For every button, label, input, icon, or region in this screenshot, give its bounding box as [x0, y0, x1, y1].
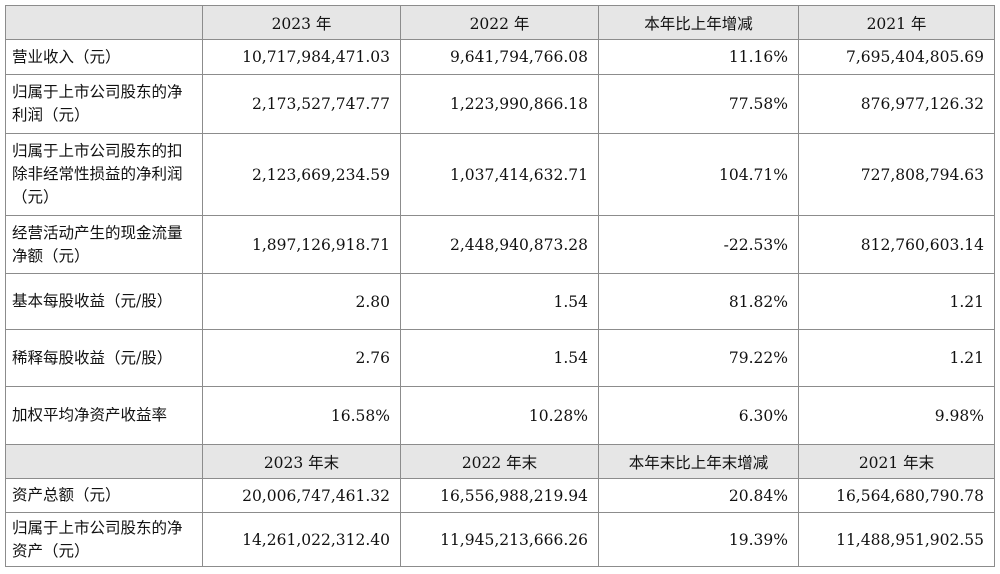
row-label: 稀释每股收益（元/股） — [5, 329, 203, 387]
value-cell: 2,123,669,234.59 — [202, 133, 401, 216]
row-label: 归属于上市公司股东的扣除非经常性损益的净利润（元） — [5, 133, 203, 216]
table-row: 稀释每股收益（元/股） 2.76 1.54 79.22% 1.21 — [5, 329, 995, 387]
value-cell: 20.84% — [598, 478, 799, 513]
value-cell: 1.21 — [798, 329, 995, 387]
row-label: 归属于上市公司股东的净资产（元） — [5, 512, 203, 567]
value-cell: 1.54 — [400, 329, 599, 387]
value-cell: 20,006,747,461.32 — [202, 478, 401, 513]
value-cell: 1,223,990,866.18 — [400, 74, 599, 134]
value-cell: 727,808,794.63 — [798, 133, 995, 216]
value-cell: 10,717,984,471.03 — [202, 39, 401, 75]
row-label: 资产总额（元） — [5, 478, 203, 513]
row-label: 加权平均净资产收益率 — [5, 386, 203, 445]
table-row: 资产总额（元） 20,006,747,461.32 16,556,988,219… — [5, 478, 995, 513]
table-row: 经营活动产生的现金流量净额（元） 1,897,126,918.71 2,448,… — [5, 215, 995, 274]
value-cell: 14,261,022,312.40 — [202, 512, 401, 567]
value-cell: 876,977,126.32 — [798, 74, 995, 134]
table-row: 归属于上市公司股东的扣除非经常性损益的净利润（元） 2,123,669,234.… — [5, 133, 995, 216]
header-year-2022: 2022 年 — [400, 5, 599, 40]
financial-table: 2023 年 2022 年 本年比上年增减 2021 年 营业收入（元） 10,… — [5, 5, 995, 567]
financial-summary: 2023 年 2022 年 本年比上年增减 2021 年 营业收入（元） 10,… — [5, 5, 995, 567]
value-cell: 11.16% — [598, 39, 799, 75]
value-cell: 1.21 — [798, 273, 995, 330]
header-yearend-change: 本年末比上年末增减 — [598, 444, 799, 479]
value-cell: 812,760,603.14 — [798, 215, 995, 274]
header-row: 2023 年 2022 年 本年比上年增减 2021 年 — [5, 5, 995, 40]
header-blank-cell — [5, 5, 203, 40]
header-year-2023: 2023 年 — [202, 5, 401, 40]
value-cell: 1,897,126,918.71 — [202, 215, 401, 274]
header-row: 2023 年末 2022 年末 本年末比上年末增减 2021 年末 — [5, 444, 995, 479]
value-cell: 10.28% — [400, 386, 599, 445]
value-cell: 81.82% — [598, 273, 799, 330]
table-row: 基本每股收益（元/股） 2.80 1.54 81.82% 1.21 — [5, 273, 995, 330]
value-cell: 16,564,680,790.78 — [798, 478, 995, 513]
value-cell: 2,173,527,747.77 — [202, 74, 401, 134]
header-yearend-2022: 2022 年末 — [400, 444, 599, 479]
header-change: 本年比上年增减 — [598, 5, 799, 40]
value-cell: 19.39% — [598, 512, 799, 567]
row-label: 基本每股收益（元/股） — [5, 273, 203, 330]
table-row: 归属于上市公司股东的净利润（元） 2,173,527,747.77 1,223,… — [5, 74, 995, 134]
value-cell: 6.30% — [598, 386, 799, 445]
table-row: 营业收入（元） 10,717,984,471.03 9,641,794,766.… — [5, 39, 995, 75]
header-yearend-2023: 2023 年末 — [202, 444, 401, 479]
row-label: 归属于上市公司股东的净利润（元） — [5, 74, 203, 134]
value-cell: 2.80 — [202, 273, 401, 330]
header-yearend-2021: 2021 年末 — [798, 444, 995, 479]
value-cell: 1,037,414,632.71 — [400, 133, 599, 216]
value-cell: 1.54 — [400, 273, 599, 330]
value-cell: 77.58% — [598, 74, 799, 134]
value-cell: 104.71% — [598, 133, 799, 216]
value-cell: 11,945,213,666.26 — [400, 512, 599, 567]
value-cell: 2,448,940,873.28 — [400, 215, 599, 274]
value-cell: 9,641,794,766.08 — [400, 39, 599, 75]
value-cell: -22.53% — [598, 215, 799, 274]
header-blank-cell — [5, 444, 203, 479]
table-row: 加权平均净资产收益率 16.58% 10.28% 6.30% 9.98% — [5, 386, 995, 445]
row-label: 经营活动产生的现金流量净额（元） — [5, 215, 203, 274]
value-cell: 11,488,951,902.55 — [798, 512, 995, 567]
table-row: 归属于上市公司股东的净资产（元） 14,261,022,312.40 11,94… — [5, 512, 995, 567]
value-cell: 16.58% — [202, 386, 401, 445]
value-cell: 7,695,404,805.69 — [798, 39, 995, 75]
value-cell: 79.22% — [598, 329, 799, 387]
value-cell: 16,556,988,219.94 — [400, 478, 599, 513]
row-label: 营业收入（元） — [5, 39, 203, 75]
value-cell: 9.98% — [798, 386, 995, 445]
value-cell: 2.76 — [202, 329, 401, 387]
header-year-2021: 2021 年 — [798, 5, 995, 40]
